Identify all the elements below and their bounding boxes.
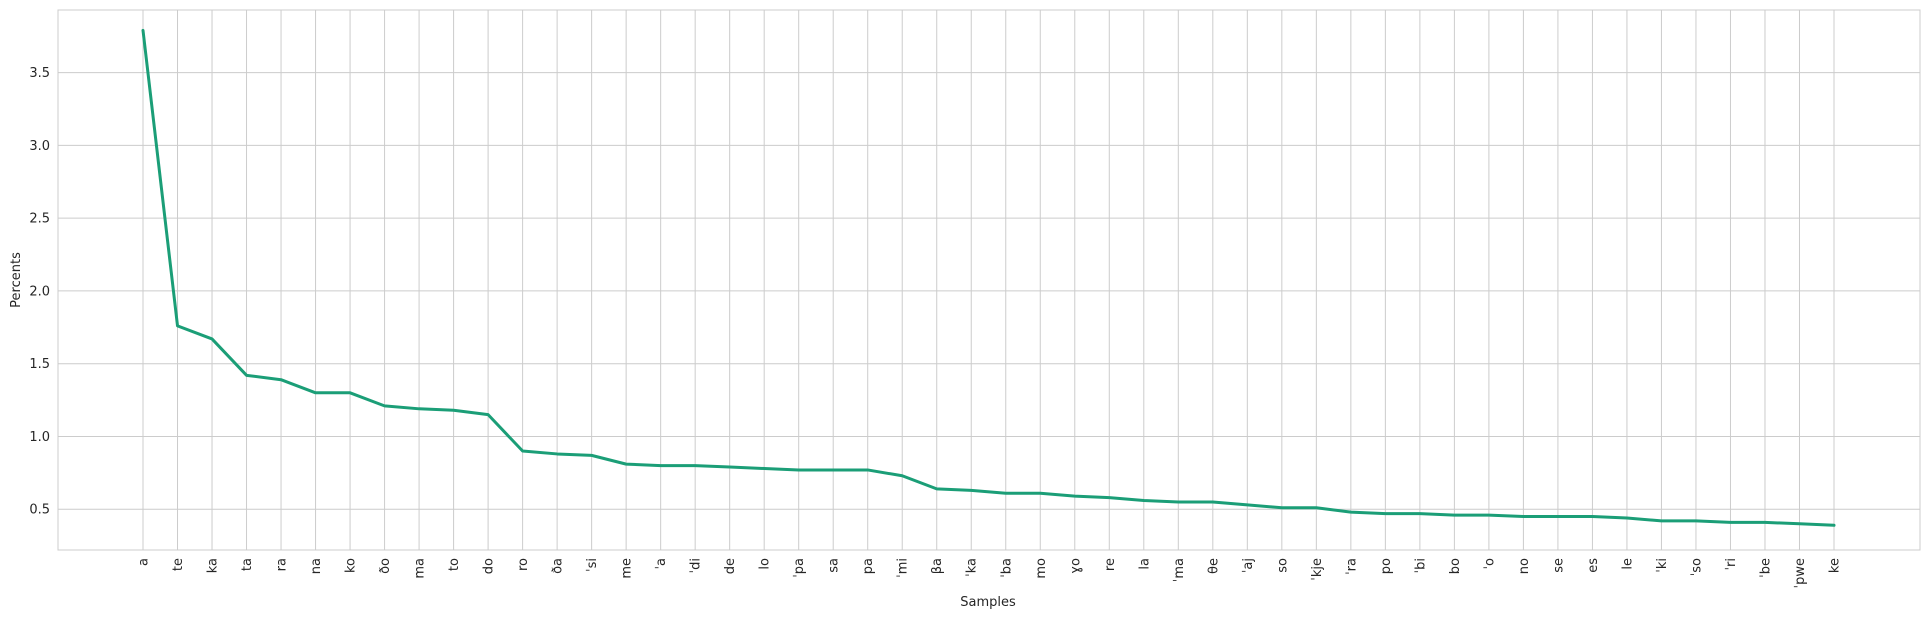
x-tick-label: ˈsi xyxy=(585,558,600,572)
x-tick-label: ka xyxy=(206,558,221,573)
y-tick-label: 1.5 xyxy=(29,357,50,372)
x-tick-label: ˈso xyxy=(1689,558,1704,576)
x-tick-label: ðo xyxy=(378,558,393,574)
x-tick-label: te xyxy=(171,558,186,571)
x-tick-label: na xyxy=(309,558,324,574)
x-tick-label: ˈdi xyxy=(689,558,704,573)
series-layer xyxy=(141,28,1836,527)
x-tick-label: ko xyxy=(344,558,359,573)
x-tick-label: ɣo xyxy=(1068,558,1083,574)
x-tick-label: sa xyxy=(827,558,842,573)
x-tick-label: re xyxy=(1103,558,1118,571)
x-tick-label: ta xyxy=(240,558,255,571)
x-tick-label: a xyxy=(137,558,152,566)
x-tick-label: ro xyxy=(516,558,531,571)
x-tick-label: ˈki xyxy=(1655,558,1670,573)
x-tick-label: ˈaj xyxy=(1241,558,1256,573)
x-tick-label: ˈba xyxy=(999,558,1014,578)
x-tick-label: θe xyxy=(1206,558,1221,574)
x-tick-label: ða xyxy=(551,558,566,574)
x-tick-label: ˈma xyxy=(1172,558,1187,582)
x-tick-label: ma xyxy=(413,558,428,579)
x-tick-label: ˈkje xyxy=(1310,558,1325,581)
x-tick-label: ˈmi xyxy=(896,558,911,578)
y-axis-label: Percents xyxy=(9,252,24,308)
series-line xyxy=(141,28,1836,527)
x-tick-label: βa xyxy=(930,558,945,574)
x-tick-label: ra xyxy=(275,558,290,571)
x-tick-label: so xyxy=(1275,558,1290,573)
y-tick-label: 3.0 xyxy=(29,139,50,154)
y-tick-label: 0.5 xyxy=(29,503,50,518)
x-tick-label: se xyxy=(1551,558,1566,573)
x-tick-label: po xyxy=(1379,558,1394,574)
x-tick-label: ˈpwe xyxy=(1793,558,1808,588)
x-tick-label: ˈri xyxy=(1724,558,1739,571)
x-tick-label: bo xyxy=(1448,558,1463,574)
x-tick-label: lo xyxy=(758,558,773,570)
x-tick-label: ˈpa xyxy=(792,558,807,578)
y-tick-label: 1.0 xyxy=(29,430,50,445)
y-tick-label: 2.5 xyxy=(29,212,50,227)
x-tick-label: ˈa xyxy=(654,558,669,570)
x-tick-label: ˈra xyxy=(1344,558,1359,575)
y-tick-label: 3.5 xyxy=(29,66,50,81)
x-tick-label: ˈbe xyxy=(1758,558,1773,578)
x-tick-label: ˈo xyxy=(1482,558,1497,570)
x-tick-label: ˈbi xyxy=(1413,558,1428,573)
x-tick-label: de xyxy=(723,558,738,574)
x-tick-label: la xyxy=(1137,558,1152,570)
x-tick-label: ke xyxy=(1828,558,1843,573)
x-tick-label: le xyxy=(1620,558,1635,570)
x-tick-label: no xyxy=(1517,558,1532,574)
x-tick-label: to xyxy=(447,558,462,571)
x-axis-label: Samples xyxy=(960,595,1016,610)
plot-area xyxy=(57,9,1921,551)
x-tick-label: ˈka xyxy=(965,558,980,577)
grid-lines xyxy=(58,10,1920,550)
x-tick-label: es xyxy=(1586,558,1601,573)
x-tick-labels: a te ka ta ra na ko ðo ma to do ro ða ˈsi me ˈa ˈdi de lo ˈ… xyxy=(137,558,1843,589)
x-tick-label: mo xyxy=(1034,558,1049,579)
x-tick-label: do xyxy=(482,558,497,574)
y-tick-labels: 0.5 1.0 1.5 2.0 2.5 3.0 3.5 xyxy=(29,66,50,518)
y-tick-label: 2.0 xyxy=(29,284,50,299)
x-tick-label: pa xyxy=(861,558,876,574)
x-tick-label: me xyxy=(620,558,635,579)
